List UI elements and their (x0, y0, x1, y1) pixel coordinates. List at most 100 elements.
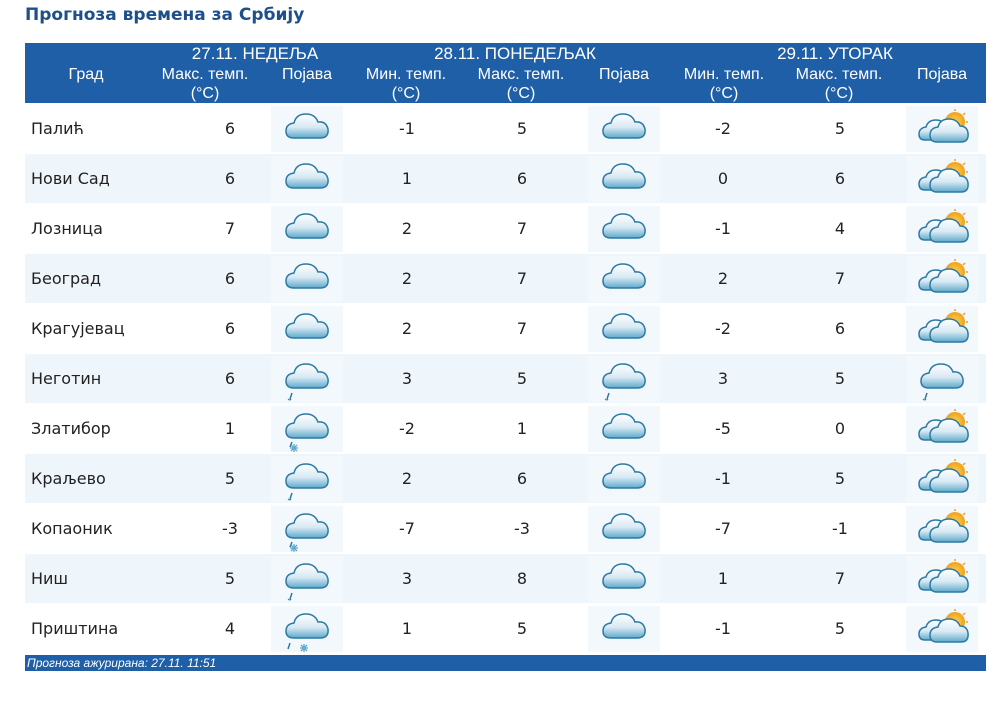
cloud-rain-icon (271, 356, 343, 402)
cloudy-icon (588, 106, 660, 152)
d2-max-temp: 6 (516, 469, 528, 488)
d3-min-temp: -1 (715, 469, 731, 488)
header-d2-min-unit: (°C) (391, 85, 421, 102)
cloudy-icon (588, 206, 660, 252)
d3-min-temp: -1 (715, 219, 731, 238)
d3-max-temp: 5 (834, 619, 846, 638)
cloudy-icon (588, 406, 660, 452)
d3-min-temp: -2 (715, 319, 731, 338)
d2-min-temp: 2 (401, 219, 413, 238)
d3-min-temp: 3 (717, 369, 729, 388)
d2-max-temp: 7 (516, 319, 528, 338)
d2-min-temp: 1 (401, 169, 413, 188)
d2-min-temp: 2 (401, 319, 413, 338)
d1-max-temp: 5 (224, 569, 236, 588)
header-d3-phen: Појава (916, 66, 968, 83)
header-d2-phen: Појава (598, 66, 650, 83)
cloud-snow-icon (271, 506, 343, 552)
table-body: Палић 6 -1 5 -2 5 Нови Сад 6 1 6 0 6 Лозница 7 2 7 -1 4 Бе… (25, 103, 986, 653)
d3-min-temp: -7 (715, 519, 731, 538)
d2-max-temp: 6 (516, 169, 528, 188)
table-row: Београд 6 2 7 2 7 (25, 253, 986, 303)
header-day2: 28.11. ПОНЕДЕЉАК (434, 44, 596, 63)
d3-max-temp: 4 (834, 219, 846, 238)
cloudy-icon (588, 456, 660, 502)
cloudy-icon (588, 556, 660, 602)
updated-footer: Прогноза ажурирана: 27.11. 11:51 (25, 655, 986, 671)
city-name: Београд (31, 269, 102, 288)
d3-max-temp: 6 (834, 319, 846, 338)
city-name: Нови Сад (31, 169, 110, 188)
table-row: Краљево 5 2 6 -1 5 (25, 453, 986, 503)
d3-max-temp: -1 (832, 519, 848, 538)
header-d3-min: Мин. темп. (°C) (668, 65, 780, 103)
table-row: Приштина 4 1 5 -1 5 (25, 603, 986, 653)
d2-max-temp: 5 (516, 619, 528, 638)
header-d1-phen: Појава (281, 66, 333, 83)
table-row: Ниш 5 3 8 1 7 (25, 553, 986, 603)
header-day1: 27.11. НЕДЕЉА (191, 44, 319, 63)
d2-min-temp: -1 (399, 119, 415, 138)
cloudy-icon (271, 306, 343, 352)
header-d2-max-label: Макс. темп. (477, 66, 565, 83)
d1-max-temp: 6 (224, 319, 236, 338)
partly-sunny-icon (906, 506, 978, 552)
cloudy-icon (588, 306, 660, 352)
partly-sunny-icon (906, 156, 978, 202)
city-name: Златибор (31, 419, 111, 438)
header-city: Град (68, 66, 104, 83)
table-row: Палић 6 -1 5 -2 5 (25, 103, 986, 153)
header-d1-max-unit: (°C) (190, 85, 220, 102)
partly-sunny-icon (906, 406, 978, 452)
table-row: Лозница 7 2 7 -1 4 (25, 203, 986, 253)
d2-min-temp: 1 (401, 619, 413, 638)
page-title: Прогноза времена за Србију (25, 5, 305, 25)
d1-max-temp: 1 (224, 419, 236, 438)
cloudy-icon (588, 506, 660, 552)
forecast-table: Град 27.11. НЕДЕЉА 28.11. ПОНЕДЕЉАК 29.1… (25, 43, 986, 671)
d2-max-temp: 5 (516, 369, 528, 388)
table-row: Крагујевац 6 2 7 -2 6 (25, 303, 986, 353)
cloud-rain-icon (271, 556, 343, 602)
header-d3-max-label: Макс. темп. (795, 66, 883, 83)
cloud-rain-icon (271, 456, 343, 502)
d1-max-temp: 6 (224, 369, 236, 388)
d1-max-temp: 7 (224, 219, 236, 238)
d1-max-temp: 6 (224, 269, 236, 288)
d3-min-temp: -2 (715, 119, 731, 138)
city-name: Краљево (31, 469, 106, 488)
cloudy-icon (588, 256, 660, 302)
d1-max-temp: 6 (224, 169, 236, 188)
partly-sunny-icon (906, 306, 978, 352)
header-d3-max: Макс. темп. (°C) (782, 65, 896, 103)
d3-max-temp: 5 (834, 119, 846, 138)
cloudy-icon (588, 606, 660, 652)
d2-min-temp: 3 (401, 369, 413, 388)
d2-min-temp: 2 (401, 269, 413, 288)
header-d2-min-label: Мин. темп. (365, 66, 447, 83)
cloudy-icon (588, 156, 660, 202)
d1-max-temp: -3 (222, 519, 238, 538)
header-d2-max: Макс. темп. (°C) (465, 65, 577, 103)
d3-max-temp: 5 (834, 369, 846, 388)
d3-max-temp: 7 (834, 269, 846, 288)
d3-max-temp: 7 (834, 569, 846, 588)
d1-max-temp: 5 (224, 469, 236, 488)
d2-min-temp: 2 (401, 469, 413, 488)
d2-max-temp: 7 (516, 219, 528, 238)
d2-max-temp: -3 (514, 519, 530, 538)
table-row: Нови Сад 6 1 6 0 6 (25, 153, 986, 203)
table-row: Копаоник -3 -7 -3 -7 -1 (25, 503, 986, 553)
partly-sunny-icon (906, 106, 978, 152)
city-name: Палић (31, 119, 84, 138)
d3-min-temp: -5 (715, 419, 731, 438)
table-row: Неготин 6 3 5 3 5 (25, 353, 986, 403)
table-row: Златибор 1 -2 1 -5 0 (25, 403, 986, 453)
d3-min-temp: 2 (717, 269, 729, 288)
d2-max-temp: 5 (516, 119, 528, 138)
cloud-rain-icon (588, 356, 660, 402)
d2-min-temp: 3 (401, 569, 413, 588)
d1-max-temp: 6 (224, 119, 236, 138)
cloudy-icon (271, 206, 343, 252)
d2-max-temp: 8 (516, 569, 528, 588)
